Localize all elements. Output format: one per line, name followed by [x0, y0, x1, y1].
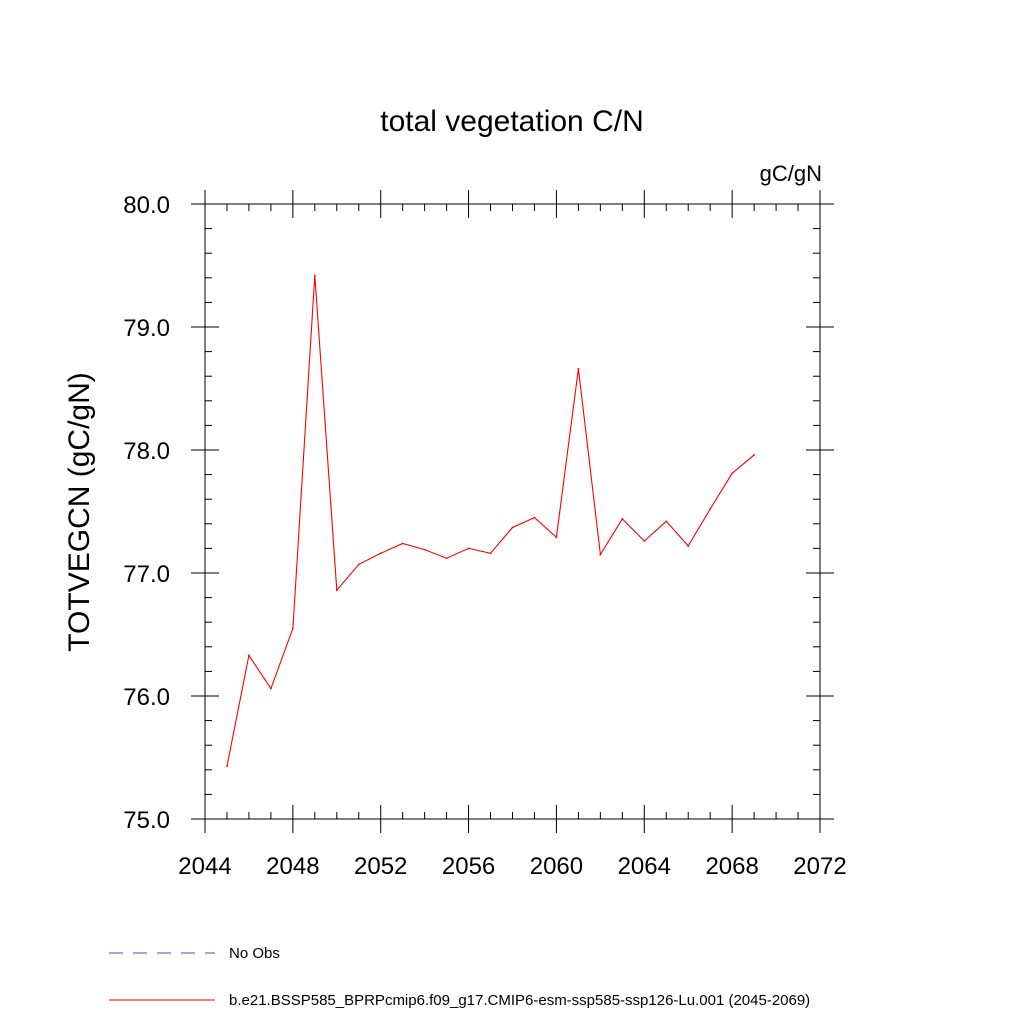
y-tick-label: 75.0 — [123, 807, 170, 834]
y-tick-label: 78.0 — [123, 438, 170, 465]
data-point — [665, 520, 668, 523]
y-tick-label: 79.0 — [123, 315, 170, 342]
data-point — [511, 526, 514, 529]
data-point — [533, 516, 536, 519]
legend-label: b.e21.BSSP585_BPRPcmip6.f09_g17.CMIP6-es… — [229, 992, 810, 1009]
y-axis-label: TOTVEGCN (gC/gN) — [63, 372, 96, 651]
data-point — [379, 552, 382, 555]
data-point — [423, 548, 426, 551]
data-point — [555, 536, 558, 539]
x-tick-label: 2052 — [354, 853, 407, 880]
data-point — [269, 687, 272, 690]
x-tick-label: 2060 — [530, 853, 583, 880]
chart-title: total vegetation C/N — [380, 105, 643, 138]
data-point — [335, 589, 338, 592]
y-tick-label: 76.0 — [123, 684, 170, 711]
axis-ticks: 2044 2048 2052 2056 2060 2064 2068 2072 75.0 76.0… — [123, 190, 847, 880]
data-point — [445, 557, 448, 560]
data-point — [489, 552, 492, 555]
data-point — [248, 654, 250, 657]
y-tick-label: 77.0 — [123, 561, 170, 588]
x-tick-label: 2044 — [178, 853, 231, 880]
data-point — [357, 563, 360, 566]
data-point — [687, 545, 690, 547]
legend-label: No Obs — [229, 945, 280, 962]
data-point — [313, 274, 316, 277]
y-tick-label: 80.0 — [123, 192, 170, 219]
x-tick-label: 2056 — [442, 853, 495, 880]
data-point — [467, 547, 470, 550]
x-tick-label: 2064 — [618, 853, 671, 880]
data-point — [709, 508, 712, 510]
data-point — [226, 765, 228, 768]
data-point — [599, 553, 602, 556]
data-point — [621, 517, 624, 520]
x-tick-label: 2072 — [793, 853, 846, 880]
legend: No Obs b.e21.BSSP585_BPRPcmip6.f09_g17.CM… — [109, 945, 810, 1009]
units-label: gC/gN — [760, 161, 822, 186]
data-point — [643, 540, 646, 542]
plot-frame — [204, 203, 821, 820]
x-tick-label: 2068 — [705, 853, 758, 880]
data-point — [731, 472, 734, 475]
data-point — [753, 454, 756, 456]
data-point — [291, 627, 294, 630]
data-point — [401, 542, 404, 545]
series-layer — [226, 274, 756, 768]
series-line — [226, 275, 755, 767]
x-tick-label: 2048 — [266, 853, 319, 880]
data-point — [577, 367, 580, 370]
